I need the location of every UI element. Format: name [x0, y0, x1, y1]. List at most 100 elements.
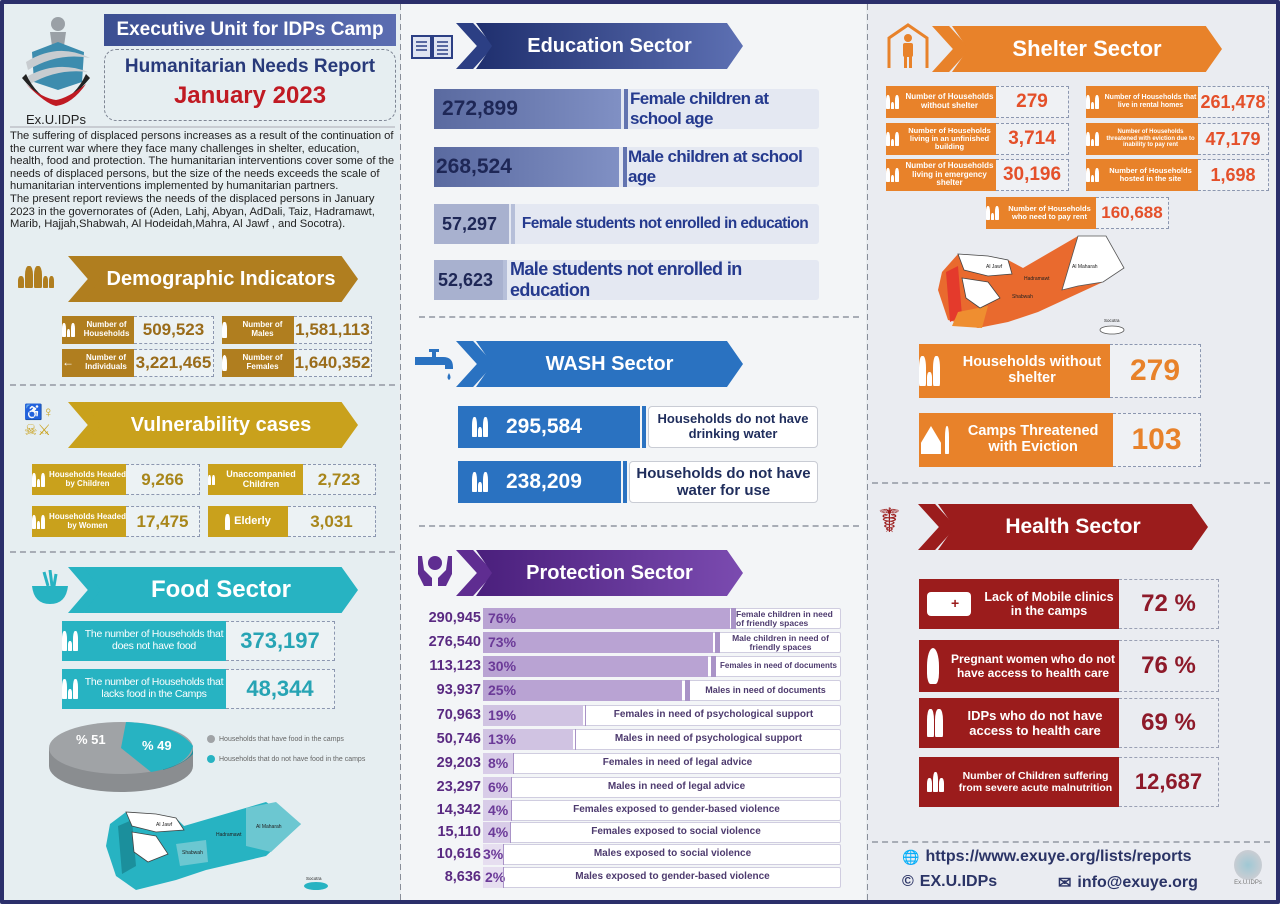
family-icon: [32, 514, 45, 529]
shelter-banner: Shelter Sector: [932, 26, 1222, 72]
stat-individuals: ← Number of Individuals 3,221,465: [62, 349, 214, 377]
report-title: Humanitarian Needs Report: [124, 56, 376, 77]
protection-row: 113,123 30% Females in need of documents: [401, 656, 841, 677]
middle-column: Education Sector 272,899 Female children…: [401, 4, 866, 900]
protection-row: 50,746 13% Males in need of psychologica…: [401, 729, 841, 750]
shelter-stat-unfinished-building: Number of Households living in an unfini…: [886, 123, 1069, 155]
shelter-house-person-icon: [886, 22, 930, 75]
pie-legend-have-food: Households that have food in the camps: [207, 735, 344, 743]
shelter-stat-emergency-shelter: Number of Households living in emergency…: [886, 159, 1069, 191]
shelter-highlight-camps-eviction: Camps Threatened with Eviction 103: [919, 413, 1201, 467]
protection-row: 8,636 2% Males exposed to gender-based v…: [401, 867, 841, 888]
stat-households-lack-food-camps: The number of Households that lacks food…: [62, 669, 335, 709]
health-stat-idps-no-healthcare: IDPs who do not have access to health ca…: [919, 698, 1219, 748]
stat-households: Number of Households 509,523: [62, 316, 214, 344]
report-month: January 2023: [173, 82, 327, 109]
wash-row-drinking-water: 295,584 Households do not have drinking …: [458, 406, 818, 448]
protection-row: 23,297 6% Males in need of legal advice: [401, 777, 841, 798]
stat-males: Number of Males 1,581,113: [222, 316, 372, 344]
footer-email-link[interactable]: ✉ info@exuye.org: [1058, 874, 1198, 892]
protection-row: 276,540 73% Male children in need of fri…: [401, 632, 841, 653]
svg-text:Socotra: Socotra: [1104, 318, 1120, 323]
svg-text:Hadramawt: Hadramawt: [1024, 276, 1050, 282]
intro-paragraph-1: The suffering of displaced persons incre…: [10, 130, 395, 193]
protection-list: 290,945 76% Female children in need of f…: [401, 608, 845, 888]
envelope-icon: ✉: [1058, 875, 1072, 892]
svg-text:Al Jawf: Al Jawf: [156, 822, 173, 828]
pregnant-woman-icon: [927, 648, 939, 684]
intro-paragraph-2: The present report reviews the needs of …: [10, 192, 375, 231]
gray-pin-icon: [207, 735, 215, 743]
svg-text:Al Maharah: Al Maharah: [1072, 264, 1098, 270]
food-bowl-icon: [30, 569, 70, 611]
female-icon: [222, 355, 228, 371]
education-title: Education Sector: [476, 23, 743, 69]
protection-row: 15,110 4% Females exposed to social viol…: [401, 822, 841, 843]
logo-emblem-icon: [1234, 850, 1262, 880]
family-icon: [62, 631, 78, 651]
report-title-box: Humanitarian Needs Report January 2023: [104, 49, 396, 121]
globe-icon: 🌐: [902, 848, 920, 865]
svg-text:Hadramawt: Hadramawt: [216, 832, 242, 838]
protection-row: 29,203 8% Females in need of legal advic…: [401, 753, 841, 774]
education-row: 57,297 Female students not enrolled in e…: [434, 204, 819, 244]
stat-households-headed-by-women: Households Headed by Women 17,475: [32, 506, 200, 537]
protection-row: 10,616 3% Males exposed to social violen…: [401, 844, 841, 865]
demographic-title: Demographic Indicators: [84, 256, 358, 302]
logo-text: Ex.U.IDPs: [26, 112, 86, 127]
education-banner: Education Sector: [456, 23, 743, 69]
stat-elderly: Elderly 3,031: [208, 506, 376, 537]
water-tap-icon: [413, 349, 457, 386]
family-icon: [886, 95, 899, 109]
children-icon: [208, 474, 215, 485]
shelter-yemen-map: Al Jawf Hadramawt Al Maharah Shabwah Soc…: [928, 232, 1168, 342]
svg-text:Shabwah: Shabwah: [1012, 294, 1033, 300]
family-icon: [919, 356, 940, 386]
shelter-stat-need-to-pay-rent: Number of Households who need to pay ren…: [986, 197, 1169, 229]
shelter-stat-hosted-in-site: Number of Households hosted in the site …: [1086, 159, 1269, 191]
children-icon: [927, 772, 944, 792]
vulnerability-banner: Vulnerability cases: [68, 402, 358, 448]
food-banner: Food Sector: [68, 567, 358, 613]
food-pie-chart: % 51 % 49: [46, 720, 196, 795]
family-icon: [986, 206, 999, 220]
family-icon: [1086, 132, 1099, 146]
svg-text:Al Jawf: Al Jawf: [986, 264, 1003, 270]
wash-row-water-for-use: 238,209 Households do not have water for…: [458, 461, 818, 503]
health-banner: Health Sector: [918, 504, 1208, 550]
family-icon: [62, 679, 78, 699]
copyright-icon: ©: [902, 873, 914, 890]
family-icon: [886, 168, 899, 182]
food-yemen-map: Al Jawf Hadramawt Al Maharah Shabwah Soc…: [96, 796, 336, 896]
svg-text:% 49: % 49: [142, 738, 172, 753]
stat-unaccompanied-children: Unaccompanied Children 2,723: [208, 464, 376, 495]
family-icon: [472, 417, 488, 437]
health-stat-pregnant-women: Pregnant women who do not have access to…: [919, 640, 1219, 692]
family-icon: [62, 323, 75, 337]
vulnerability-title: Vulnerability cases: [84, 402, 358, 448]
shelter-title: Shelter Sector: [952, 26, 1222, 72]
org-logo: Ex.U.IDPs: [12, 12, 100, 127]
wash-banner: WASH Sector: [456, 341, 743, 387]
intro-text: The suffering of displaced persons incre…: [10, 130, 396, 231]
footer-logo: Ex.U.IDPs: [1228, 850, 1268, 900]
svg-text:Al Maharah: Al Maharah: [256, 824, 282, 830]
open-book-icon: [411, 34, 453, 65]
protection-banner: Protection Sector: [456, 550, 743, 596]
protection-row: 93,937 25% Males in need of documents: [401, 680, 841, 701]
ambulance-icon: +: [927, 592, 971, 616]
shelter-stat-without-shelter: Number of Households without shelter 279: [886, 86, 1069, 118]
demographic-banner: Demographic Indicators: [68, 256, 358, 302]
person-icon: [944, 426, 950, 454]
people-icon: [927, 709, 943, 737]
protecting-hands-icon: [416, 552, 454, 591]
family-icon: [886, 132, 899, 146]
family-icon: [472, 472, 488, 492]
right-column: Shelter Sector Number of Households with…: [868, 4, 1276, 900]
vulnerability-icon: ♿♀ ☠⚔: [24, 404, 54, 439]
org-title: Executive Unit for IDPs Camp: [104, 14, 396, 46]
footer-url-link[interactable]: 🌐 https://www.exuye.org/lists/reports: [902, 848, 1192, 865]
education-row: 272,899 Female children at school age: [434, 89, 819, 129]
family-icon: [1086, 95, 1099, 109]
family-icon: [32, 472, 45, 487]
